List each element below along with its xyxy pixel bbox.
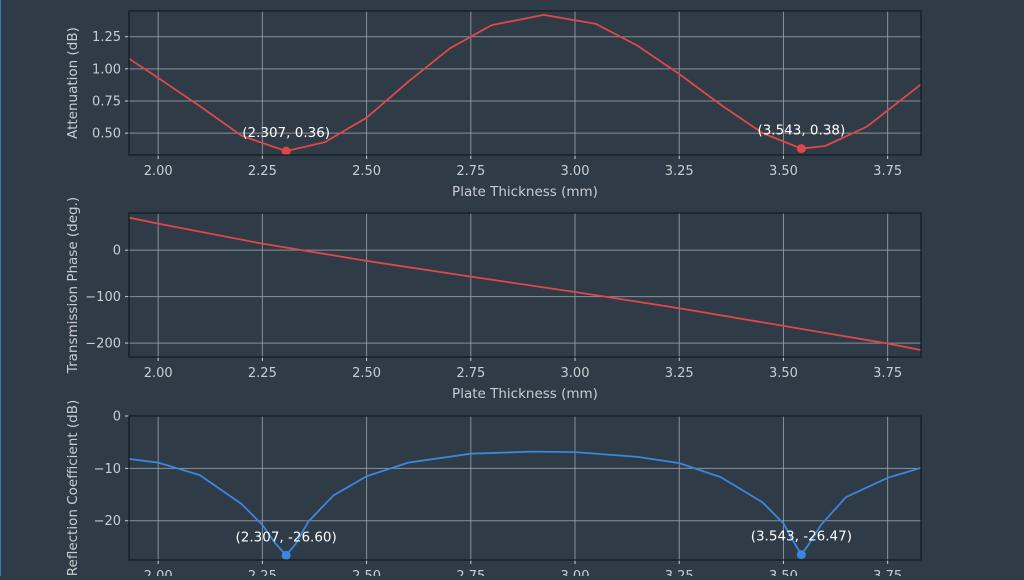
minimum-annotation: (2.307, -26.60) — [236, 529, 337, 545]
x-tick-label: 2.25 — [248, 569, 277, 576]
y-tick-label: −200 — [85, 337, 121, 352]
x-tick-label: 2.00 — [144, 164, 173, 179]
x-tick-label: 2.75 — [456, 164, 485, 179]
x-axis-label: Plate Thickness (mm) — [452, 184, 598, 200]
x-axis-label: Plate Thickness (mm) — [452, 386, 598, 402]
y-tick-label: 0.50 — [92, 127, 121, 142]
y-tick-label: −20 — [94, 514, 121, 529]
x-tick-label: 3.75 — [873, 164, 902, 179]
x-tick-label: 3.25 — [665, 569, 694, 576]
x-tick-label: 2.50 — [352, 366, 381, 381]
minimum-marker — [796, 144, 806, 154]
plot-area — [129, 11, 921, 155]
x-tick-label: 2.50 — [352, 164, 381, 179]
x-tick-label: 3.50 — [769, 569, 798, 576]
y-axis-label: Reflection Coefficient (dB) — [65, 400, 81, 576]
x-tick-label: 3.25 — [665, 366, 694, 381]
x-tick-label: 2.50 — [352, 569, 381, 576]
minimum-annotation: (3.543, 0.38) — [757, 123, 845, 139]
axes-frame — [128, 415, 922, 561]
minimum-annotation: (2.307, 0.36) — [242, 125, 330, 141]
y-tick-label: 0 — [113, 410, 121, 425]
y-tick-label: 0 — [113, 244, 121, 259]
axes-frame — [128, 10, 922, 156]
y-axis-label: Attenuation (dB) — [65, 27, 81, 139]
x-tick-label: 2.75 — [456, 569, 485, 576]
y-tick-label: 1.25 — [92, 30, 121, 45]
x-tick-label: 2.00 — [144, 569, 173, 576]
chart-panel-2: 2.00 2.25 2.50 2.75 3.00 3.25 3.50 3.75 0 −100 −20… — [65, 197, 922, 402]
minimum-marker — [796, 550, 806, 560]
chart-panel-1: 2.00 2.25 2.50 2.75 3.00 3.25 3.50 3.75 0.50 0.75… — [65, 10, 922, 200]
x-tick-label: 3.50 — [769, 164, 798, 179]
axes-frame — [128, 212, 922, 358]
series-line — [129, 450, 921, 557]
x-tick-label: 2.75 — [456, 366, 485, 381]
series-line — [129, 13, 921, 153]
series-line — [129, 216, 921, 351]
x-tick-label: 2.25 — [248, 366, 277, 381]
y-tick-label: −10 — [94, 462, 121, 477]
window-edge — [0, 0, 1, 576]
x-tick-label: 3.00 — [561, 164, 590, 179]
y-tick-label: 1.00 — [92, 62, 121, 77]
x-tick-label: 2.00 — [144, 366, 173, 381]
x-tick-label: 3.50 — [769, 366, 798, 381]
y-axis-label: Transmission Phase (deg.) — [65, 197, 81, 374]
x-tick-label: 3.25 — [665, 164, 694, 179]
y-tick-label: 0.75 — [92, 95, 121, 110]
minimum-marker — [281, 550, 291, 560]
plot-area — [129, 416, 921, 560]
x-tick-label: 3.00 — [561, 366, 590, 381]
minimum-annotation: (3.543, -26.47) — [751, 529, 852, 545]
x-tick-label: 3.75 — [873, 569, 902, 576]
minimum-marker — [281, 146, 291, 156]
x-tick-label: 3.00 — [561, 569, 590, 576]
y-tick-label: −100 — [85, 290, 121, 305]
x-tick-label: 3.75 — [873, 366, 902, 381]
chart-panel-3: 2.00 2.25 2.50 2.75 3.00 3.25 3.50 3.75 0 −10 −20 (… — [65, 400, 922, 580]
x-tick-label: 2.25 — [248, 164, 277, 179]
